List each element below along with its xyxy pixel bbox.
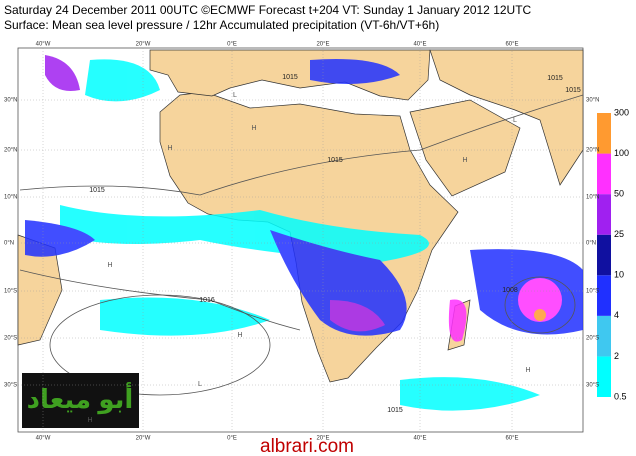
precipitation [25, 55, 583, 411]
colorbar-label: 25 [614, 229, 624, 239]
colorbar-label: 10 [614, 270, 624, 280]
pressure-center: H [237, 332, 242, 339]
lat-label: 0°N [586, 241, 596, 247]
colorbar-label: 300 [614, 107, 629, 117]
colorbar-segment [597, 315, 611, 357]
isobars [19, 94, 584, 396]
lon-label: 20°E [316, 436, 329, 442]
colorbar-label: 2 [614, 351, 619, 361]
colorbar-label: 50 [614, 189, 624, 199]
lat-label: 30°N [586, 98, 599, 104]
isobar [504, 276, 576, 334]
lat-label: 10°N [586, 195, 599, 201]
lat-label: 20°N [4, 148, 17, 154]
colorbar-label: 0.5 [614, 391, 627, 401]
pressure-center: H [167, 145, 172, 152]
isobar-label: 1015 [387, 407, 403, 414]
pressure-center: H [107, 262, 112, 269]
lat-label: 20°S [4, 336, 17, 342]
lat-label: 30°S [4, 383, 17, 389]
watermark-logo: أبو ميعاد [27, 382, 134, 415]
lat-label: 30°S [586, 383, 599, 389]
precip-area [25, 220, 95, 257]
colorbar-segment [597, 113, 611, 154]
watermark-box [22, 373, 139, 428]
lon-label: 20°W [136, 42, 151, 48]
precip-area [310, 59, 400, 84]
lon-label: 0°E [227, 42, 237, 48]
colorbar-segment [597, 234, 611, 276]
isobar-label: 1015 [565, 87, 581, 94]
isobar [19, 269, 301, 331]
colorbar-segment [597, 356, 611, 397]
isobar [49, 294, 271, 396]
isobar-label: 1015 [547, 75, 563, 82]
subtitle: Surface: Mean sea level pressure / 12hr … [4, 18, 440, 32]
lon-label: 60°E [505, 436, 518, 442]
colorbar-segment [597, 275, 611, 316]
pressure-center: H [525, 367, 530, 374]
lon-label: 20°E [316, 42, 329, 48]
precip-area [270, 230, 407, 336]
colorbar-segment [597, 194, 611, 235]
cyclone [518, 278, 562, 322]
colorbar: 0.5 2 4 10 25 50 100 300 [597, 107, 629, 401]
pressure-center: L [513, 117, 517, 124]
precip-area [85, 59, 160, 102]
lat-label: 10°N [4, 195, 17, 201]
isobar-label: 1016 [199, 297, 215, 304]
pressure-center: H [87, 417, 92, 424]
isobar [19, 94, 584, 196]
isobar-label: 1008 [502, 287, 518, 294]
lat-label: 20°N [586, 148, 599, 154]
pressure-center: L [233, 92, 237, 99]
lon-label: 0°E [227, 436, 237, 442]
lon-label: 40°E [413, 42, 426, 48]
pressure-center: L [198, 381, 202, 388]
title: Saturday 24 December 2011 00UTC ©ECMWF F… [4, 3, 532, 17]
lat-label: 10°S [586, 289, 599, 295]
lon-label: 40°W [36, 42, 51, 48]
pressure-center: H [462, 157, 467, 164]
lat-label: 30°N [4, 98, 17, 104]
isobar-label: 1015 [327, 157, 343, 164]
lat-label: 20°S [586, 336, 599, 342]
precip-core [448, 299, 467, 342]
watermark-site: albrari.com [260, 436, 354, 456]
lat-label: 0°N [4, 241, 14, 247]
colorbar-label: 100 [614, 148, 629, 158]
lon-label: 20°W [136, 436, 151, 442]
colorbar-label: 4 [614, 310, 619, 320]
isobar-label: 1015 [282, 74, 298, 81]
colorbar-segment [597, 153, 611, 195]
lon-label: 40°W [36, 436, 51, 442]
precip-core [330, 300, 385, 332]
lon-label: 40°E [413, 436, 426, 442]
precip-core [45, 55, 80, 91]
isobar-label: 1015 [89, 187, 105, 194]
precip-area [400, 377, 540, 411]
lat-label: 10°S [4, 289, 17, 295]
pressure-center: H [251, 125, 256, 132]
precip-band [60, 205, 429, 262]
asia [429, 49, 584, 186]
lon-label: 60°E [505, 42, 518, 48]
cyclone-core [534, 309, 546, 321]
